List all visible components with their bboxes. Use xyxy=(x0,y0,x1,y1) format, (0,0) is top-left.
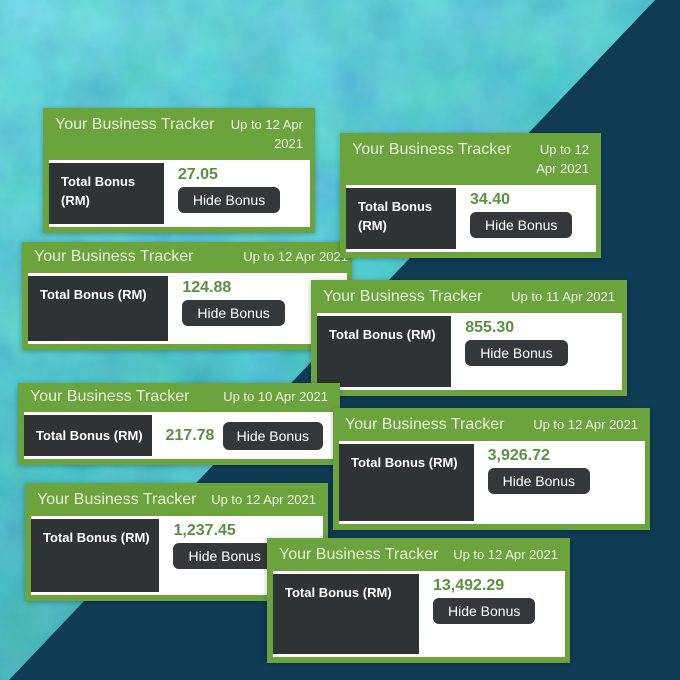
tracker-card-2: Your Business Tracker Up to 12 Apr 2021 … xyxy=(340,133,601,258)
report-date: Up to 12 Apr 2021 xyxy=(536,142,589,176)
card-title: Your Business Tracker xyxy=(345,416,505,433)
tracker-card-7: Your Business Tracker Up to 12 Apr 2021 … xyxy=(25,483,328,601)
bonus-value-area: 27.05 Hide Bonus xyxy=(164,160,310,227)
card-title: Your Business Tracker xyxy=(279,546,439,563)
card-header: Your Business Tracker Up to 12 Apr 2021 xyxy=(340,133,601,185)
card-header: Your Business Tracker Up to 12 Apr 2021 xyxy=(25,483,328,516)
hide-bonus-button[interactable]: Hide Bonus xyxy=(470,211,573,238)
tracker-card-1: Your Business Tracker Up to 12 Apr 2021 … xyxy=(43,108,315,233)
total-bonus-value: 855.30 xyxy=(465,319,515,337)
total-bonus-label: Total Bonus (RM) xyxy=(317,316,452,387)
card-header: Your Business Tracker Up to 12 Apr 2021 xyxy=(267,538,570,571)
bonus-value-area: 1,237.45 Hide Bonus xyxy=(159,516,323,595)
total-bonus-value: 27.05 xyxy=(177,165,218,183)
hide-bonus-button[interactable]: Hide Bonus xyxy=(487,468,591,495)
bonus-value-area: 3,926.72 Hide Bonus xyxy=(474,441,645,524)
total-bonus-value: 1,237.45 xyxy=(173,522,236,540)
hide-bonus-button[interactable]: Hide Bonus xyxy=(433,598,536,625)
report-date: Up to 12 Apr 2021 xyxy=(230,117,303,151)
hide-bonus-button[interactable]: Hide Bonus xyxy=(465,340,568,367)
card-header: Your Business Tracker Up to 12 Apr 2021 xyxy=(22,242,352,273)
tracker-card-8: Your Business Tracker Up to 12 Apr 2021 … xyxy=(267,538,570,663)
card-title: Your Business Tracker xyxy=(30,388,190,405)
card-title: Your Business Tracker xyxy=(352,141,512,158)
card-body: Total Bonus (RM) 855.30 Hide Bonus xyxy=(317,313,622,390)
card-body: Total Bonus (RM) 217.78 Hide Bonus xyxy=(24,412,335,459)
card-body: Total Bonus (RM) 27.05 Hide Bonus xyxy=(49,159,310,227)
total-bonus-label: Total Bonus (RM) xyxy=(339,444,474,521)
total-bonus-value: 124.88 xyxy=(182,279,232,297)
report-date: Up to 12 Apr 2021 xyxy=(533,417,638,432)
card-body: Total Bonus (RM) 124.88 Hide Bonus xyxy=(28,273,347,344)
total-bonus-value: 13,492.29 xyxy=(433,577,505,595)
card-title: Your Business Tracker xyxy=(34,248,194,265)
total-bonus-label: Total Bonus (RM) xyxy=(28,276,169,341)
tracker-card-4: Your Business Tracker Up to 11 Apr 2021 … xyxy=(311,280,627,396)
tracker-card-6: Your Business Tracker Up to 12 Apr 2021 … xyxy=(333,408,650,530)
total-bonus-label: Total Bonus (RM) xyxy=(49,162,164,224)
card-title: Your Business Tracker xyxy=(55,116,215,133)
card-body: Total Bonus (RM) 3,926.72 Hide Bonus xyxy=(339,441,645,524)
card-header: Your Business Tracker Up to 12 Apr 2021 xyxy=(43,108,315,160)
report-date: Up to 12 Apr 2021 xyxy=(211,492,316,507)
total-bonus-value: 217.78 xyxy=(165,426,215,444)
bonus-value-area: 217.78 Hide Bonus xyxy=(152,412,336,459)
report-date: Up to 12 Apr 2021 xyxy=(243,249,348,264)
report-date: Up to 10 Apr 2021 xyxy=(223,389,328,404)
bonus-value-area: 855.30 Hide Bonus xyxy=(451,313,622,390)
hide-bonus-button[interactable]: Hide Bonus xyxy=(177,186,281,213)
total-bonus-label: Total Bonus (RM) xyxy=(346,187,456,249)
tracker-card-5: Your Business Tracker Up to 10 Apr 2021 … xyxy=(18,383,340,465)
bonus-value-area: 124.88 Hide Bonus xyxy=(168,273,347,344)
card-body: Total Bonus (RM) 34.40 Hide Bonus xyxy=(346,184,596,252)
bonus-value-area: 13,492.29 Hide Bonus xyxy=(419,571,565,657)
report-date: Up to 11 Apr 2021 xyxy=(511,289,615,304)
total-bonus-label: Total Bonus (RM) xyxy=(24,415,152,456)
hide-bonus-button[interactable]: Hide Bonus xyxy=(222,421,323,450)
card-header: Your Business Tracker Up to 12 Apr 2021 xyxy=(333,408,650,441)
total-bonus-label: Total Bonus (RM) xyxy=(31,519,160,592)
card-body: Total Bonus (RM) 13,492.29 Hide Bonus xyxy=(273,571,565,657)
card-header: Your Business Tracker Up to 11 Apr 2021 xyxy=(311,280,627,313)
card-title: Your Business Tracker xyxy=(37,491,197,508)
bonus-value-area: 34.40 Hide Bonus xyxy=(456,185,596,252)
hide-bonus-button[interactable]: Hide Bonus xyxy=(173,543,276,570)
total-bonus-value: 34.40 xyxy=(470,190,511,208)
total-bonus-value: 3,926.72 xyxy=(487,447,550,465)
tracker-card-3: Your Business Tracker Up to 12 Apr 2021 … xyxy=(22,242,352,350)
card-title: Your Business Tracker xyxy=(323,288,483,305)
card-header: Your Business Tracker Up to 10 Apr 2021 xyxy=(18,383,340,412)
total-bonus-label: Total Bonus (RM) xyxy=(273,574,419,654)
report-date: Up to 12 Apr 2021 xyxy=(453,547,558,562)
hide-bonus-button[interactable]: Hide Bonus xyxy=(182,300,285,327)
